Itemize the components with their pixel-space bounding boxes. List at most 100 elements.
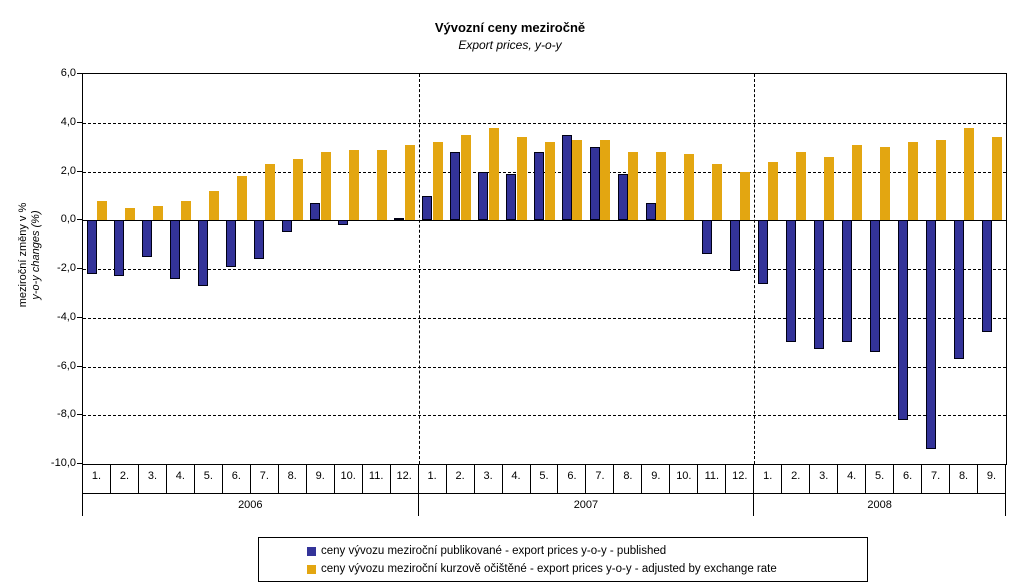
- x-tick-month-2007-10: 10.: [669, 464, 697, 493]
- bar-adjusted-2008-3: [824, 156, 835, 221]
- plot-area: [82, 73, 1007, 465]
- y-tick-mark: [77, 268, 83, 269]
- legend-item-adjusted: ceny vývozu meziroční kurzově očištěné -…: [307, 560, 867, 578]
- chart-subtitle: Export prices, y-o-y: [458, 38, 562, 52]
- bar-adjusted-2007-5: [544, 142, 555, 221]
- bar-published-2008-9: [981, 220, 992, 333]
- bar-published-2008-5: [869, 220, 880, 352]
- x-tick-month-2006-2: 2.: [109, 464, 138, 493]
- bar-published-2007-12: [729, 220, 740, 272]
- bar-published-2007-3: [478, 171, 489, 221]
- bar-adjusted-2007-10: [684, 154, 695, 221]
- bar-adjusted-2006-11: [376, 149, 387, 221]
- x-tick-month-2007-9: 9.: [641, 464, 669, 493]
- y-tick-label--2: -2,0: [57, 262, 76, 274]
- bar-published-2008-8: [953, 220, 964, 360]
- x-tick-month-2007-2: 2.: [445, 464, 474, 493]
- x-tick-month-2006-9: 9.: [305, 464, 334, 493]
- bar-adjusted-2007-9: [656, 152, 667, 221]
- gridline-4: [83, 122, 1006, 124]
- x-tick-month-2008-6: 6.: [893, 464, 921, 493]
- x-tick-month-2008-3: 3.: [809, 464, 837, 493]
- bar-published-2006-2: [114, 220, 125, 277]
- x-tick-month-2006-3: 3.: [137, 464, 166, 493]
- x-tick-month-2007-5: 5.: [529, 464, 558, 493]
- bar-adjusted-2007-6: [572, 139, 583, 221]
- y-tick-label-0: 0,0: [60, 213, 76, 226]
- y-tick-label--4: -4,0: [57, 310, 76, 323]
- x-tick-month-2008-5: 5.: [865, 464, 893, 493]
- bar-published-2006-9: [310, 203, 321, 221]
- bar-published-2007-9: [645, 203, 656, 221]
- x-year-2006: 2006: [82, 494, 418, 516]
- bar-published-2008-3: [813, 220, 824, 350]
- bar-published-2006-8: [282, 220, 293, 233]
- legend-item-published: ceny vývozu meziroční publikované - expo…: [307, 542, 867, 560]
- bar-adjusted-2008-2: [796, 152, 807, 221]
- bar-adjusted-2007-8: [628, 152, 639, 221]
- x-year-2007: 2007: [417, 494, 754, 516]
- bar-published-2006-12: [394, 217, 405, 221]
- x-tick-month-2006-5: 5.: [193, 464, 222, 493]
- bar-adjusted-2006-7: [264, 164, 275, 221]
- x-tick-month-2008-2: 2.: [781, 464, 809, 493]
- bar-published-2006-7: [254, 220, 265, 260]
- bar-published-2008-6: [897, 220, 908, 421]
- x-tick-month-2006-12: 12.: [389, 464, 418, 493]
- bar-adjusted-2007-3: [488, 127, 499, 221]
- bar-adjusted-2007-11: [712, 164, 723, 221]
- bar-adjusted-2008-6: [908, 142, 919, 221]
- y-tick-mark: [77, 121, 83, 123]
- bar-adjusted-2007-4: [516, 137, 527, 221]
- bar-adjusted-2006-5: [208, 191, 219, 221]
- bar-adjusted-2006-9: [320, 152, 331, 221]
- x-year-2008: 2008: [753, 494, 1005, 516]
- bar-published-2008-4: [841, 220, 852, 343]
- bar-adjusted-2006-2: [124, 208, 135, 221]
- x-tick-month-2008-1: 1.: [753, 464, 781, 493]
- bar-adjusted-2007-7: [600, 139, 611, 221]
- bar-adjusted-2006-3: [152, 205, 163, 221]
- y-tick-mark: [77, 170, 83, 172]
- x-tick-month-2008-7: 7.: [921, 464, 949, 493]
- x-axis-month-row: 1. 2. 3. 4. 5. 6. 7. 8. 9. 10. 11. 12. 1. 2. 3. 4. 5. 6. 7…: [82, 464, 1006, 494]
- bar-adjusted-2008-4: [852, 144, 863, 221]
- legend-swatch-published-icon: [307, 546, 316, 556]
- x-tick-month-2007-3: 3.: [473, 464, 502, 493]
- x-tick-month-2006-11: 11.: [361, 464, 390, 493]
- legend-label-published: ceny vývozu meziroční publikované - expo…: [321, 545, 667, 557]
- gridline--8: [83, 415, 1006, 417]
- legend-label-adjusted: ceny vývozu meziroční kurzově očištěné -…: [321, 563, 777, 575]
- bar-adjusted-2006-8: [292, 159, 303, 221]
- y-tick-label-2: 2,0: [60, 164, 76, 177]
- x-tick-month-2007-11: 11.: [697, 464, 725, 493]
- legend-swatch-adjusted-icon: [307, 564, 316, 574]
- bar-published-2006-6: [226, 220, 237, 267]
- bar-adjusted-2007-1: [432, 142, 443, 221]
- y-tick-mark: [77, 219, 83, 221]
- bar-adjusted-2006-10: [348, 149, 359, 221]
- bar-published-2008-2: [785, 220, 796, 343]
- x-tick-month-2007-1: 1.: [417, 464, 446, 493]
- y-tick-mark: [77, 365, 83, 367]
- bar-adjusted-2006-6: [236, 176, 247, 221]
- y-tick-label-4: 4,0: [60, 115, 76, 128]
- gridline--2: [83, 269, 1006, 270]
- bar-adjusted-2006-12: [404, 144, 415, 221]
- y-tick-mark: [77, 316, 83, 318]
- x-tick-month-2006-7: 7.: [249, 464, 278, 493]
- x-tick-month-2006-10: 10.: [333, 464, 362, 493]
- bar-published-2007-6: [561, 134, 572, 221]
- bar-adjusted-2007-2: [460, 134, 471, 221]
- bar-published-2008-1: [757, 220, 768, 284]
- y-tick-mark: [77, 73, 83, 74]
- bar-published-2008-7: [925, 220, 936, 450]
- bar-published-2007-5: [534, 152, 544, 221]
- x-tick-month-2006-6: 6.: [221, 464, 250, 493]
- bar-published-2006-3: [142, 220, 153, 257]
- y-tick-label--8: -8,0: [57, 408, 76, 421]
- y-tick-label--6: -6,0: [57, 359, 76, 372]
- legend: ceny vývozu meziroční publikované - expo…: [258, 537, 868, 582]
- year-separator: [754, 74, 756, 464]
